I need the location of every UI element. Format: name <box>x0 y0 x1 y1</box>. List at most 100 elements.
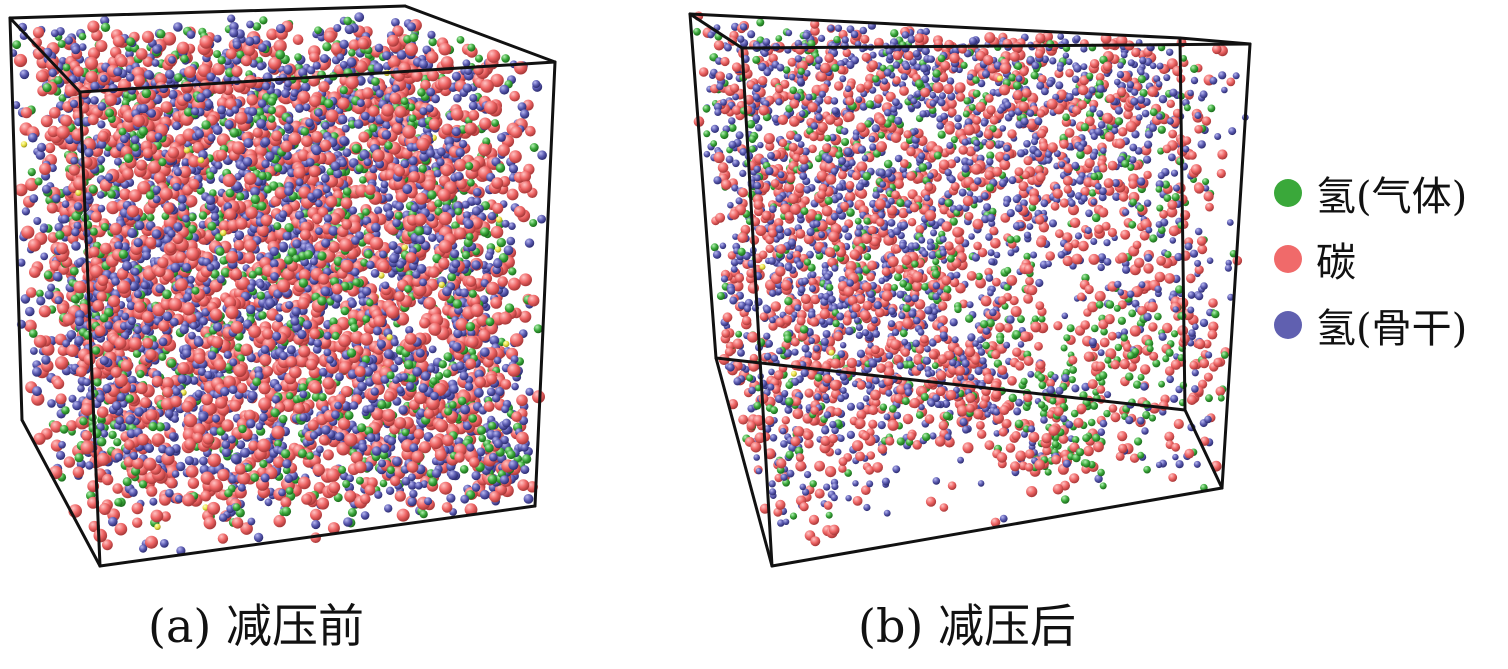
gas-hydrogen-atom <box>300 127 310 136</box>
gas-hydrogen-atom <box>215 247 225 256</box>
gas-hydrogen-atom <box>162 289 172 300</box>
backbone-hydrogen-atom <box>362 286 372 296</box>
backbone-hydrogen-atom <box>395 201 405 211</box>
carbon-atom <box>389 92 402 105</box>
carbon-atom <box>519 273 532 287</box>
gas-hydrogen-atom <box>158 158 167 167</box>
gas-hydrogen-atom <box>62 63 71 72</box>
carbon-atom <box>341 219 353 230</box>
backbone-hydrogen-atom <box>56 450 66 460</box>
backbone-hydrogen-atom <box>73 202 83 211</box>
backbone-hydrogen-atom <box>349 401 359 410</box>
carbon-atom <box>185 465 199 478</box>
carbon-atom <box>301 493 313 505</box>
gas-hydrogen-atom <box>138 480 148 489</box>
carbon-atom <box>212 62 225 76</box>
carbon-atom <box>289 365 302 379</box>
gas-hydrogen-atom <box>263 185 272 194</box>
backbone-hydrogen-atom <box>385 486 395 495</box>
gas-hydrogen-atom <box>298 449 307 458</box>
backbone-hydrogen-atom <box>245 36 255 47</box>
backbone-hydrogen-atom <box>29 194 39 203</box>
gas-hydrogen-atom <box>267 106 276 115</box>
gas-hydrogen-atom <box>342 187 352 196</box>
carbon-atom <box>441 502 453 513</box>
backbone-hydrogen-atom <box>537 150 547 160</box>
carbon-atom <box>112 35 125 48</box>
carbon-atom <box>419 441 432 454</box>
gas-hydrogen-atom <box>252 22 262 31</box>
backbone-hydrogen-atom <box>129 451 139 460</box>
backbone-hydrogen-atom <box>290 89 299 98</box>
backbone-hydrogen-atom <box>211 414 221 423</box>
backbone-hydrogen-atom <box>297 329 307 340</box>
backbone-hydrogen-atom <box>70 156 78 165</box>
backbone-hydrogen-atom <box>248 107 258 116</box>
backbone-hydrogen-atom <box>247 517 256 526</box>
carbon-atom <box>506 188 519 201</box>
backbone-hydrogen-atom <box>245 304 256 315</box>
carbon-atom <box>73 280 87 294</box>
backbone-hydrogen-atom <box>50 29 59 38</box>
carbon-atom <box>199 35 213 49</box>
carbon-atom <box>225 305 239 319</box>
backbone-hydrogen-atom <box>149 497 158 506</box>
backbone-hydrogen-atom <box>346 57 357 68</box>
backbone-hydrogen-atom <box>255 422 264 431</box>
gas-hydrogen-atom <box>429 377 438 385</box>
backbone-hydrogen-atom <box>328 225 339 236</box>
backbone-hydrogen-atom <box>182 262 192 272</box>
gas-hydrogen-atom <box>386 371 395 380</box>
gas-hydrogen-atom <box>57 40 66 48</box>
backbone-hydrogen-atom <box>278 241 289 252</box>
backbone-hydrogen-atom <box>77 384 85 393</box>
carbon-atom <box>301 135 313 147</box>
carbon-atom <box>280 497 292 508</box>
backbone-hydrogen-atom <box>290 316 300 326</box>
backbone-hydrogen-atom <box>501 219 510 228</box>
gas-hydrogen-atom <box>357 423 367 433</box>
carbon-atom <box>308 165 321 178</box>
backbone-hydrogen-atom <box>71 45 81 55</box>
backbone-hydrogen-atom <box>366 260 375 270</box>
backbone-hydrogen-atom <box>207 133 216 142</box>
carbon-atom <box>40 115 53 128</box>
gas-hydrogen-atom <box>70 294 79 303</box>
backbone-hydrogen-atom <box>302 103 311 112</box>
carbon-atom <box>396 508 410 522</box>
backbone-hydrogen-atom <box>17 258 26 267</box>
backbone-hydrogen-atom <box>97 155 106 164</box>
carbon-atom <box>465 358 477 370</box>
gas-hydrogen-atom <box>459 465 469 474</box>
gas-hydrogen-atom <box>485 317 495 327</box>
gas-hydrogen-atom <box>340 306 350 316</box>
carbon-atom <box>107 295 121 308</box>
backbone-hydrogen-atom <box>168 89 178 100</box>
backbone-hydrogen-atom <box>473 187 482 197</box>
backbone-hydrogen-atom <box>133 238 143 248</box>
carbon-atom <box>84 56 99 70</box>
backbone-hydrogen-atom <box>450 249 460 259</box>
gas-hydrogen-atom <box>447 272 457 282</box>
carbon-atom <box>469 457 480 468</box>
backbone-hydrogen-atom <box>199 456 208 466</box>
backbone-hydrogen-atom <box>336 53 345 61</box>
carbon-atom <box>408 171 420 183</box>
carbon-atom <box>373 315 386 328</box>
backbone-hydrogen-atom <box>264 498 273 507</box>
carbon-atom <box>210 308 223 321</box>
backbone-hydrogen-atom <box>316 445 324 454</box>
gas-hydrogen-atom <box>275 49 286 60</box>
backbone-hydrogen-atom <box>339 136 349 146</box>
carbon-atom <box>259 354 272 366</box>
backbone-hydrogen-atom <box>204 99 214 109</box>
carbon-atom <box>142 337 154 349</box>
backbone-hydrogen-atom <box>379 250 387 259</box>
gas-hydrogen-atom <box>105 108 115 118</box>
backbone-hydrogen-atom <box>418 383 429 393</box>
backbone-hydrogen-atom <box>464 382 474 391</box>
backbone-hydrogen-atom <box>52 271 63 282</box>
backbone-hydrogen-atom <box>242 157 253 167</box>
backbone-hydrogen-atom <box>537 214 546 224</box>
gas-hydrogen-atom <box>213 50 222 59</box>
